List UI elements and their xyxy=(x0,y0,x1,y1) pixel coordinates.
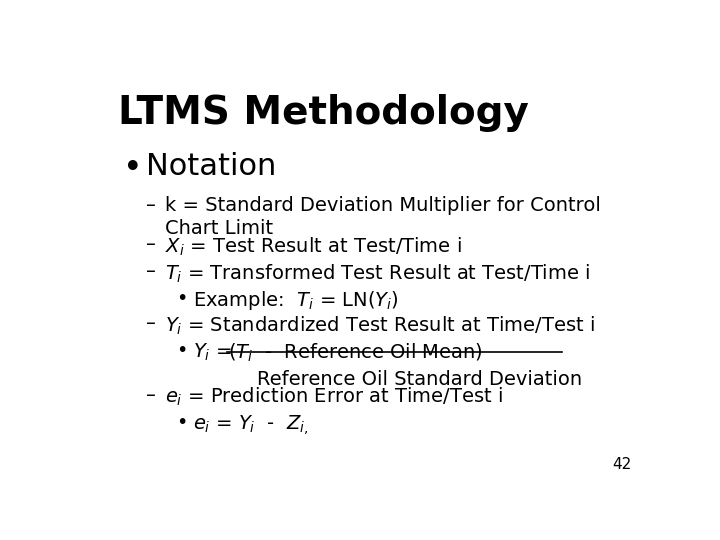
Text: $X_i$ = Test Result at Test/Time i: $X_i$ = Test Result at Test/Time i xyxy=(166,235,462,258)
Text: –: – xyxy=(145,314,156,333)
Text: Chart Limit: Chart Limit xyxy=(166,219,274,238)
Text: •: • xyxy=(176,341,188,360)
Text: $Y_i$ =: $Y_i$ = xyxy=(193,341,240,362)
Text: $e_i$ = Prediction Error at Time/Test i: $e_i$ = Prediction Error at Time/Test i xyxy=(166,386,503,408)
Text: Example:  $T_i$ = LN($Y_i$): Example: $T_i$ = LN($Y_i$) xyxy=(193,288,399,312)
Text: k = Standard Deviation Multiplier for Control: k = Standard Deviation Multiplier for Co… xyxy=(166,196,601,215)
Text: $Y_i$ = Standardized Test Result at Time/Test i: $Y_i$ = Standardized Test Result at Time… xyxy=(166,314,595,336)
Text: –: – xyxy=(145,386,156,405)
Text: LTMS Methodology: LTMS Methodology xyxy=(118,94,528,132)
Text: •: • xyxy=(176,413,188,432)
Text: ($T_i$  -  Reference Oil Mean): ($T_i$ - Reference Oil Mean) xyxy=(228,341,482,363)
Text: 42: 42 xyxy=(612,457,631,472)
Text: •: • xyxy=(176,288,188,307)
Text: •: • xyxy=(124,152,143,185)
Text: $T_i$ = Transformed Test Result at Test/Time i: $T_i$ = Transformed Test Result at Test/… xyxy=(166,262,590,285)
Text: –: – xyxy=(145,196,156,215)
Text: $e_i$ = $Y_i$  -  $Z_{i,}$: $e_i$ = $Y_i$ - $Z_{i,}$ xyxy=(193,413,309,437)
Text: –: – xyxy=(145,235,156,254)
Text: Reference Oil Standard Deviation: Reference Oil Standard Deviation xyxy=(258,369,582,389)
Text: –: – xyxy=(145,262,156,281)
Text: Notation: Notation xyxy=(145,152,276,181)
